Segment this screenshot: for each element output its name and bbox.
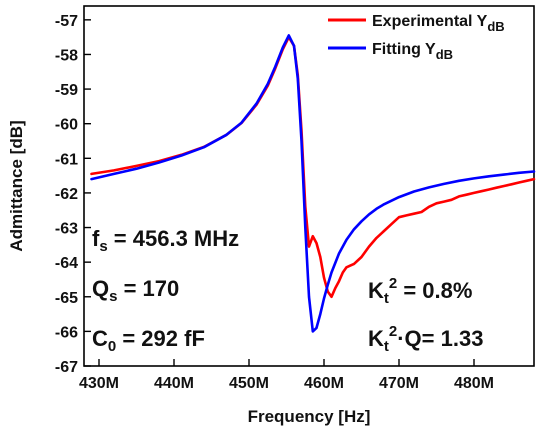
x-axis-title: Frequency [Hz] — [248, 407, 371, 426]
annotation-resonance-frequency: fs = 456.3 MHz — [92, 226, 239, 255]
annotation-fs-sub: s — [99, 238, 107, 255]
annotation-kt2q-sup: 2 — [389, 323, 397, 340]
annotation-quality-factor: Qs = 170 — [92, 276, 179, 305]
x-tick-label: 470M — [379, 375, 419, 392]
y-tick-label: -61 — [55, 151, 78, 168]
y-tick-label: -58 — [55, 47, 78, 64]
series-line-fitting — [90, 34, 536, 333]
annotations: fs = 456.3 MHz Qs = 170 C0 = 292 fF Kt2 … — [92, 226, 483, 355]
y-axis-title: Admittance [dB] — [7, 120, 26, 251]
plot-frame — [83, 5, 535, 367]
legend: Experimental YdB Fitting YdB — [328, 13, 505, 62]
x-tick-label: 480M — [454, 375, 494, 392]
y-tick-label: -59 — [55, 82, 78, 99]
annotation-coupling-coefficient: Kt2 = 0.8% — [368, 275, 472, 307]
legend-label-fitting: Fitting YdB — [372, 41, 453, 62]
y-tick-label: -57 — [55, 13, 78, 30]
annotation-kt2-sub: t — [384, 290, 389, 307]
annotation-fs-rest: = 456.3 MHz — [108, 226, 239, 251]
annotation-c0-main: C — [92, 326, 108, 351]
series-layer — [90, 34, 536, 333]
x-axis-ticks: 430M 440M 450M 460M 470M 480M — [79, 359, 494, 392]
x-tick-label: 440M — [154, 375, 194, 392]
legend-label-experimental-sub: dB — [487, 19, 504, 34]
annotation-qs-rest: = 170 — [117, 276, 179, 301]
legend-label-experimental-main: Experimental Y — [372, 13, 488, 30]
y-tick-label: -60 — [55, 117, 78, 134]
annotation-qs-main: Q — [92, 276, 109, 301]
y-axis-ticks: -57 -58 -59 -60 -61 -62 -63 -64 -65 -66 -67 — [55, 13, 91, 376]
y-tick-label: -65 — [55, 290, 78, 307]
annotation-kt2-sup: 2 — [389, 275, 397, 292]
y-tick-label: -67 — [55, 359, 78, 376]
annotation-kt2-rest: = 0.8% — [397, 278, 472, 303]
annotation-kt2q-rest: ·Q= 1.33 — [397, 326, 483, 351]
annotation-fs-main: f — [92, 226, 100, 251]
series-line-experimental — [90, 35, 536, 299]
annotation-figure-of-merit: Kt2·Q= 1.33 — [368, 323, 483, 355]
plot-area: -57 -58 -59 -60 -61 -62 -63 -64 -65 -66 -67 430M 44… — [55, 5, 536, 392]
y-tick-label: -64 — [55, 255, 78, 272]
legend-label-fitting-main: Fitting Y — [372, 41, 436, 58]
annotation-kt2q-main: K — [368, 326, 384, 351]
y-tick-label: -62 — [55, 186, 78, 203]
annotation-static-capacitance: C0 = 292 fF — [92, 326, 205, 355]
annotation-c0-sub: 0 — [108, 338, 116, 355]
annotation-kt2-main: K — [368, 278, 384, 303]
annotation-qs-sub: s — [109, 288, 117, 305]
x-tick-label: 460M — [304, 375, 344, 392]
legend-label-fitting-sub: dB — [436, 47, 453, 62]
annotation-kt2q-sub: t — [384, 338, 389, 355]
x-tick-label: 450M — [229, 375, 269, 392]
y-tick-label: -66 — [55, 324, 78, 341]
legend-label-experimental: Experimental YdB — [372, 13, 505, 34]
y-tick-label: -63 — [55, 221, 78, 238]
x-tick-label: 430M — [79, 375, 119, 392]
annotation-c0-rest: = 292 fF — [116, 326, 205, 351]
